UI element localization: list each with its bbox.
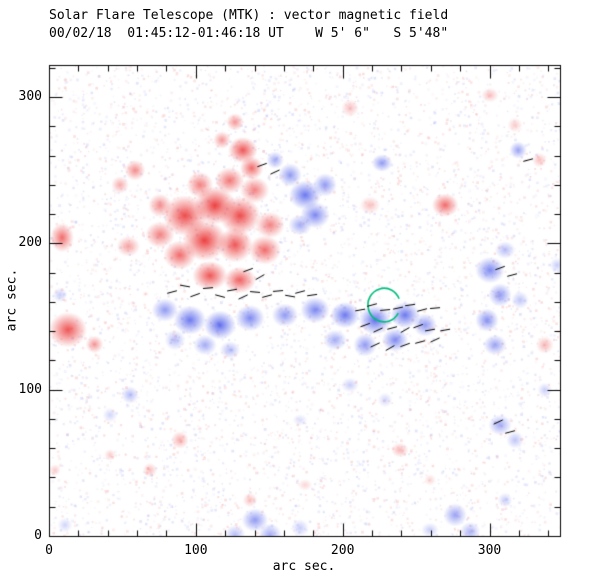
x-axis-label: arc sec. xyxy=(272,559,336,574)
y-tick-label: 300 xyxy=(18,89,42,105)
y-tick-label: 100 xyxy=(18,381,42,397)
x-tick-label: 300 xyxy=(477,543,502,558)
y-axis-label: arc sec. xyxy=(4,268,20,332)
x-tick-label: 100 xyxy=(184,543,208,558)
chart-subtitle: 00/02/18 01:45:12-01:46:18 UT W 5' 6" S … xyxy=(49,26,449,41)
y-tick-label: 200 xyxy=(18,235,42,251)
y-tick-label: 0 xyxy=(34,528,42,543)
x-tick-label: 0 xyxy=(45,543,53,558)
chart-title: Solar Flare Telescope (MTK) : vector mag… xyxy=(49,8,449,23)
x-tick-label: 200 xyxy=(330,543,355,558)
